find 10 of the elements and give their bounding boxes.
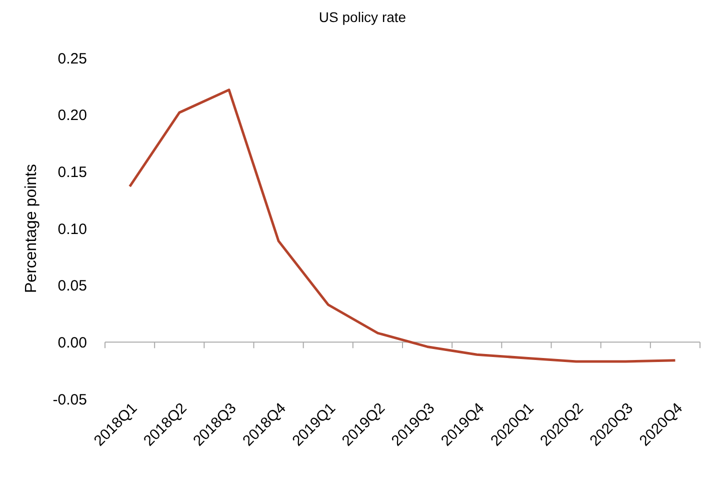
y-axis-title: Percentage points xyxy=(23,164,40,293)
y-tick-label: 0.20 xyxy=(58,107,87,124)
y-tick-label: -0.05 xyxy=(52,391,87,408)
y-tick-label: 0.00 xyxy=(58,334,87,352)
y-tick-label: 0.25 xyxy=(58,50,87,68)
chart-title: US policy rate xyxy=(318,9,406,25)
y-tick-label: 0.15 xyxy=(58,164,87,181)
y-tick-label: 0.10 xyxy=(58,220,87,238)
line-series xyxy=(128,88,676,363)
y-tick-label: 0.05 xyxy=(58,278,87,295)
